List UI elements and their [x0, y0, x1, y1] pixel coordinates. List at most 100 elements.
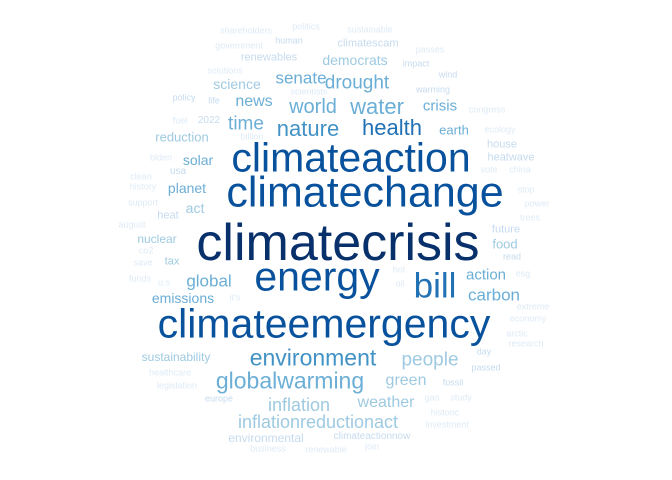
word-save: save: [133, 257, 153, 268]
word-esg: esg: [515, 268, 531, 279]
word-clean: clean: [130, 171, 152, 182]
word-join: join: [364, 441, 380, 452]
word-august: august: [118, 219, 146, 230]
word-sustainability: sustainability: [141, 350, 211, 364]
word-scientists: scientists: [290, 86, 328, 97]
word-renewable: renewable: [305, 444, 347, 455]
word-fuel: fuel: [172, 115, 188, 126]
word-congress: congress: [468, 104, 506, 115]
word-passed: passed: [471, 362, 501, 373]
word-co2: co2: [138, 245, 154, 256]
word-globalwarming: globalwarming: [215, 367, 365, 394]
word-support: support: [127, 197, 159, 208]
word-science: science: [213, 76, 261, 92]
word-arctic: arctic: [506, 328, 528, 339]
word-oil: oil: [395, 278, 405, 289]
word-vote: vote: [480, 164, 498, 175]
word-nuclear: nuclear: [137, 232, 177, 246]
word-tax: tax: [164, 255, 180, 268]
word-house: house: [487, 138, 517, 151]
word-global: global: [186, 271, 232, 291]
word-water: water: [350, 94, 404, 119]
word-emissions: emissions: [151, 290, 215, 306]
word-legislation: legislation: [156, 380, 198, 391]
word-bill: bill: [413, 266, 457, 306]
word-warming: warming: [415, 84, 451, 95]
word-healthcare: healthcare: [148, 367, 192, 378]
word-politics: politics: [292, 21, 320, 32]
word-ecology: ecology: [484, 124, 516, 135]
word-sustainable: sustainable: [347, 24, 393, 35]
word-energy: energy: [254, 253, 380, 300]
word-stop: stop: [517, 184, 535, 195]
word-read: read: [502, 251, 522, 262]
word-renewables: renewables: [240, 51, 298, 64]
word-heatwave: heatwave: [487, 151, 535, 164]
word-climatechange: climatechange: [226, 168, 504, 217]
word-government: government: [215, 40, 263, 51]
word-news: news: [235, 93, 273, 110]
word-billion: billion: [240, 131, 264, 142]
word-study: study: [450, 392, 472, 403]
word-gas: gas: [424, 392, 440, 403]
word-future: future: [491, 223, 521, 236]
word-passes: passes: [415, 44, 445, 55]
word-biden: biden: [149, 152, 173, 163]
word-solutions: solutions: [207, 65, 243, 76]
word-inflation: inflation: [267, 395, 331, 415]
word-day: day: [476, 346, 492, 357]
word-hot: hot: [392, 264, 406, 275]
word-funds: funds: [128, 273, 152, 284]
word-shareholders: shareholders: [219, 25, 273, 36]
word-extreme: extreme: [516, 301, 550, 312]
word-human: human: [275, 35, 303, 46]
word-history: history: [129, 181, 157, 192]
word-weather: weather: [357, 394, 415, 411]
word-planet: planet: [167, 180, 207, 196]
word-action: action: [465, 266, 507, 284]
word-climatecrisis: climatecrisis: [196, 214, 480, 272]
word-impact: impact: [402, 58, 430, 69]
word-health: health: [362, 115, 422, 140]
word-historic: historic: [430, 407, 460, 418]
word-environment: environment: [249, 344, 377, 371]
word-investment: investment: [425, 419, 469, 430]
word-economy: economy: [509, 313, 547, 324]
word-u-s: u.s: [157, 277, 171, 288]
word-china: china: [509, 164, 531, 175]
word-trees: trees: [519, 212, 541, 223]
word-reduction: reduction: [155, 129, 209, 145]
word-people: people: [401, 349, 459, 371]
word-power: power: [524, 198, 550, 209]
word-environmental: environmental: [228, 431, 304, 445]
word-climateaction: climateaction: [231, 134, 471, 181]
word-wind: wind: [438, 69, 458, 80]
word-climateactionnow: climateactionnow: [333, 431, 411, 442]
word-democrats: democrats: [322, 52, 388, 68]
word-heat: heat: [157, 209, 179, 222]
word-policy: policy: [172, 92, 196, 103]
word-world: world: [289, 96, 337, 118]
word-2022: 2022: [197, 115, 221, 126]
word-it-s: it's: [229, 292, 241, 303]
word-solar: solar: [182, 152, 214, 168]
word-europe: europe: [204, 393, 234, 404]
word-crisis: crisis: [422, 97, 458, 115]
word-senate: senate: [275, 68, 327, 88]
word-green: green: [385, 372, 427, 389]
word-act: act: [185, 200, 205, 216]
word-inflationreductionact: inflationreductionact: [237, 412, 399, 432]
word-earth: earth: [439, 122, 469, 138]
word-climatescam: climatescam: [337, 37, 399, 50]
word-business: business: [250, 443, 286, 454]
word-carbon: carbon: [468, 285, 520, 305]
word-research: research: [508, 338, 544, 349]
word-life: life: [208, 95, 220, 106]
word-nature: nature: [276, 116, 340, 141]
word-climateemergency: climateemergency: [157, 300, 491, 347]
word-fossil: fossil: [442, 377, 464, 388]
word-time: time: [228, 113, 264, 135]
word-usa: usa: [169, 166, 187, 177]
word-food: food: [492, 236, 518, 252]
